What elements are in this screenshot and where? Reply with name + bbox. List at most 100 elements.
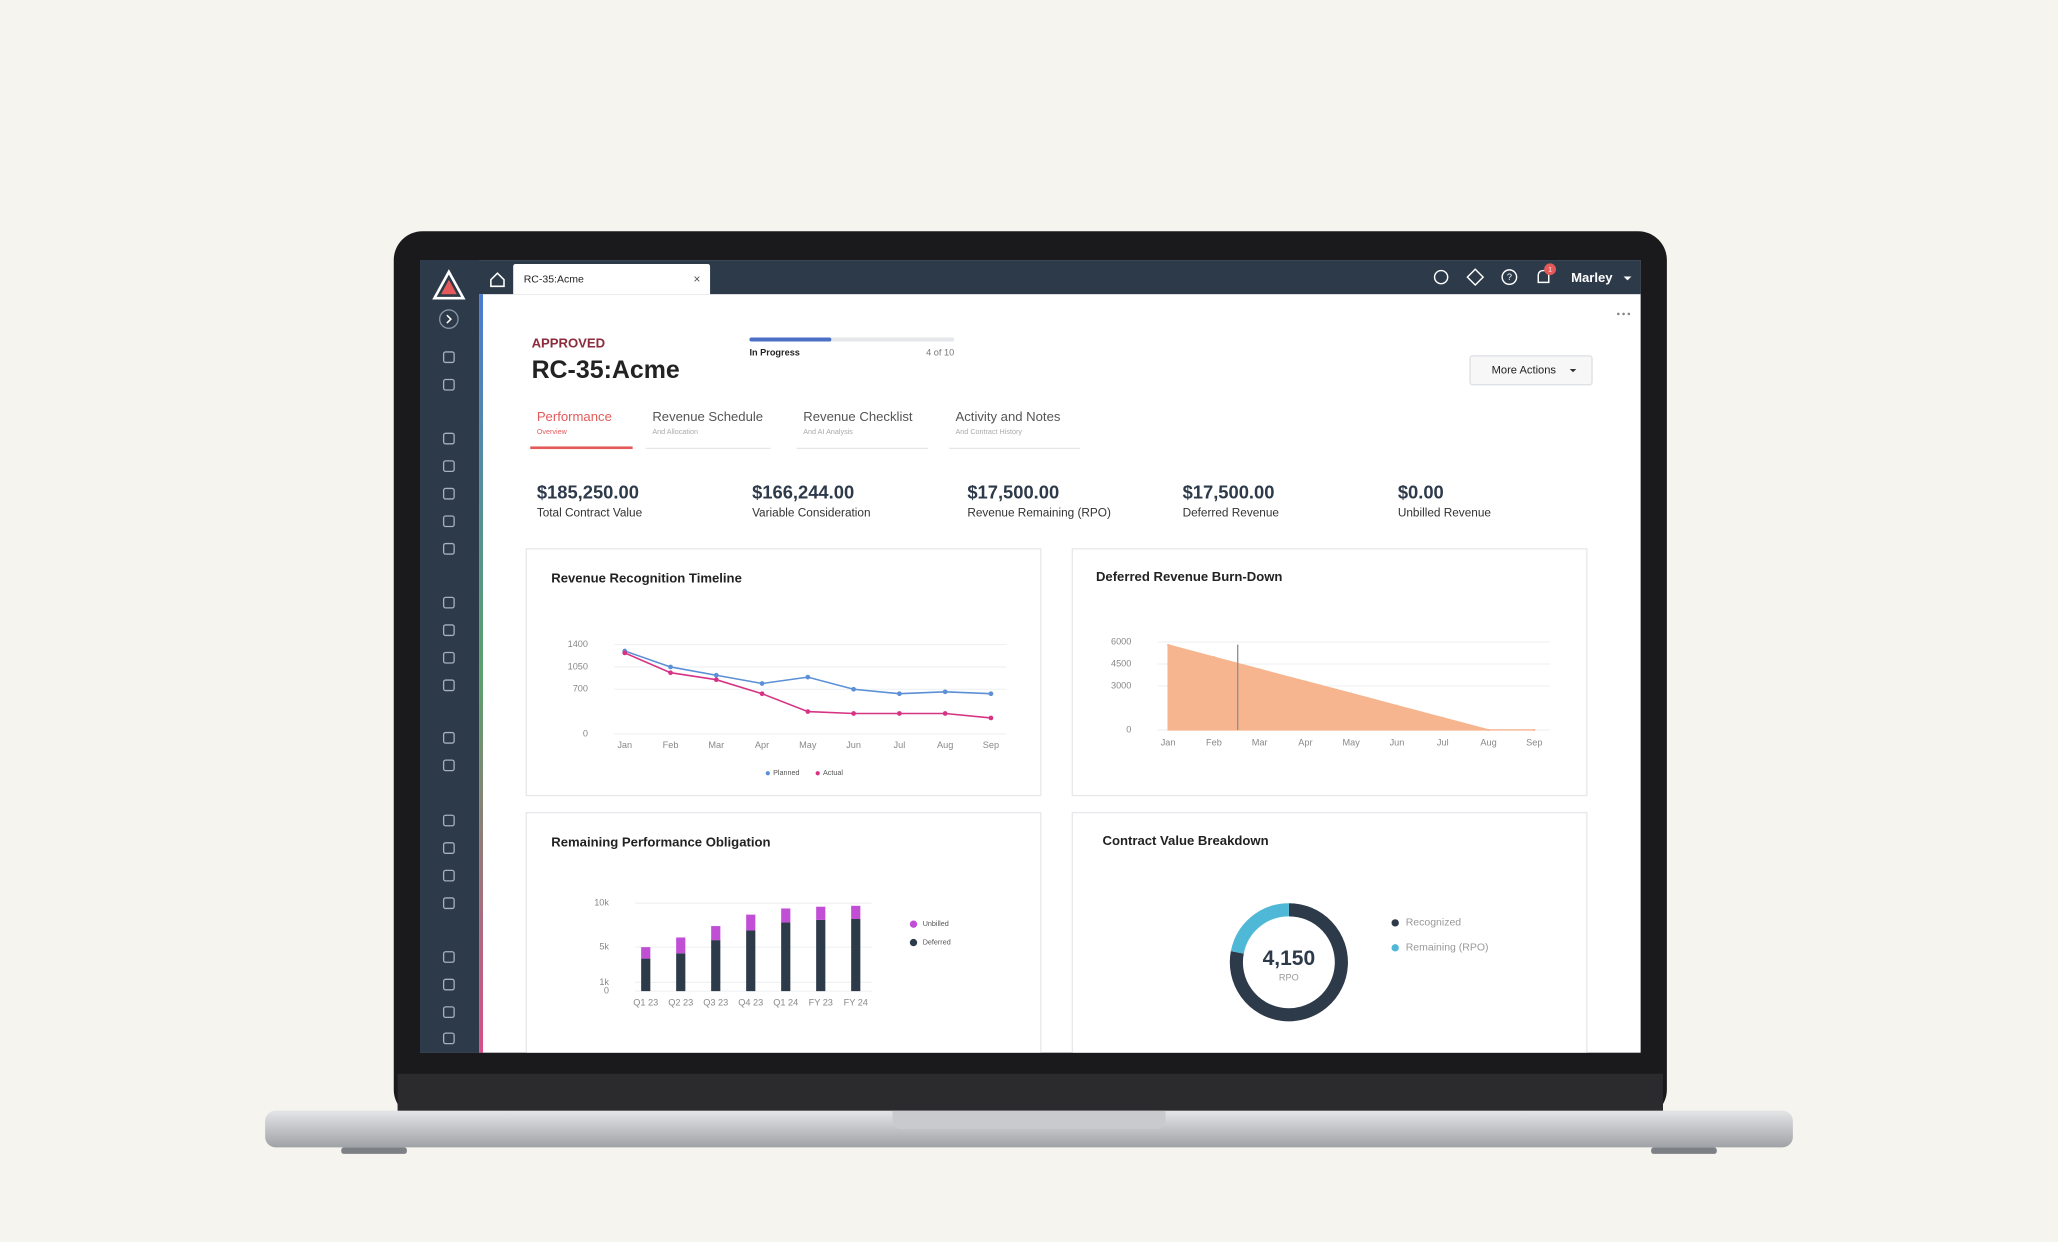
tab-title[interactable]: Revenue Checklist (803, 409, 913, 424)
x-tick-label: FY 23 (809, 997, 833, 1007)
logo[interactable] (432, 269, 466, 300)
kpi-value: $185,250.00 (537, 482, 639, 503)
nav-icon[interactable] (442, 951, 455, 963)
kpi-value: $166,244.00 (752, 482, 854, 503)
x-tick-label: Jul (894, 740, 906, 750)
kpi-label: Revenue Remaining (RPO) (967, 506, 1111, 520)
nav-icon[interactable] (442, 651, 455, 664)
legend-swatch[interactable] (1391, 919, 1399, 927)
x-tick-label: Apr (1298, 737, 1312, 747)
kpi-value: $0.00 (1398, 482, 1444, 503)
nav-icon[interactable] (442, 487, 455, 500)
point (897, 691, 902, 697)
point (1441, 716, 1444, 719)
x-tick-label: Apr (755, 740, 769, 750)
donut-center-label: RPO (1279, 972, 1299, 982)
bar-segment (851, 905, 861, 920)
kpi-value: $17,500.00 (967, 482, 1059, 503)
tab-subtitle: And Contract History (956, 427, 1023, 436)
nav-icon[interactable] (442, 842, 455, 854)
overflow-menu[interactable] (1617, 312, 1631, 316)
donut-center-value: 4,150 (1263, 947, 1316, 970)
user-menu[interactable]: Marley (1571, 270, 1613, 285)
nav-icon[interactable] (442, 378, 455, 391)
legend-swatch[interactable] (765, 771, 770, 776)
nav-icon[interactable] (442, 515, 455, 528)
nav-icon[interactable] (442, 731, 455, 744)
contract-title: RC-35:Acme (532, 356, 680, 384)
home-icon[interactable] (490, 272, 505, 288)
x-tick-label: Jun (846, 740, 861, 750)
y-tick-label: 700 (573, 684, 588, 694)
point (988, 715, 994, 721)
nav-icon[interactable] (442, 897, 455, 910)
nav-icon[interactable] (442, 351, 455, 364)
tab-close[interactable]: × (693, 272, 700, 286)
tab-title[interactable]: Revenue Schedule (652, 409, 763, 424)
chart-title: Remaining Performance Obligation (551, 834, 770, 849)
open-tab[interactable] (513, 264, 711, 295)
point (897, 711, 902, 716)
nav-icon[interactable] (442, 460, 455, 473)
nav-icon[interactable] (442, 978, 455, 991)
tab-subtitle: Overview (537, 427, 568, 436)
legend-label[interactable]: Recognized (1406, 917, 1462, 929)
nav-icon[interactable] (442, 1006, 455, 1019)
base-notch (892, 1110, 1166, 1129)
nav-icon[interactable] (442, 1032, 455, 1045)
accent-stripe (479, 294, 483, 1053)
legend-label[interactable]: Planned (773, 768, 799, 777)
legend-swatch[interactable] (1391, 944, 1399, 952)
legend-label[interactable]: Unbilled (923, 919, 949, 928)
tabs: Performance Overview Revenue Schedule And A… (530, 409, 1081, 450)
y-tick-label: 1k (599, 977, 609, 987)
tab-title[interactable]: Performance (537, 409, 612, 424)
point (1212, 656, 1215, 659)
nav-icon[interactable] (442, 759, 455, 772)
legend-label[interactable]: Remaining (RPO) (1406, 942, 1489, 954)
tab-label: RC-35:Acme (524, 274, 584, 286)
x-tick-label: Jun (1390, 737, 1405, 747)
ai-icon[interactable] (1466, 268, 1485, 287)
nav-icon[interactable] (442, 542, 455, 555)
kpi-label: Total Contract Value (537, 506, 643, 520)
point (668, 664, 673, 670)
tab-underline (796, 447, 928, 450)
legend-label[interactable]: Actual (823, 768, 843, 777)
y-tick-label: 3000 (1111, 680, 1131, 690)
nav-icon[interactable] (442, 432, 455, 445)
tab-underline (530, 446, 633, 450)
legend-swatch[interactable] (815, 771, 820, 776)
nav-icon[interactable] (442, 596, 455, 609)
tab-subtitle: And AI Analysis (803, 427, 853, 436)
bezel-chin-cover (397, 1052, 1663, 1074)
x-tick-label: Aug (1480, 737, 1496, 747)
nav-icon[interactable] (442, 869, 455, 882)
tab-title[interactable]: Activity and Notes (956, 409, 1061, 424)
caret (1623, 276, 1632, 281)
bar-segment (711, 926, 721, 941)
y-tick-label: 6000 (1111, 636, 1131, 646)
x-tick-label: Feb (663, 740, 679, 750)
bar-segment (676, 937, 686, 954)
more-actions-button[interactable] (1469, 355, 1593, 386)
charts: Revenue Recognition Timeline 0 700 1050 1400… (525, 548, 1588, 1059)
nav-icon[interactable] (442, 679, 455, 692)
legend-swatch[interactable] (909, 938, 918, 947)
bar-segment (746, 914, 756, 931)
x-tick-label: Feb (1206, 737, 1222, 747)
legend-label[interactable]: Deferred (923, 937, 951, 946)
nav-icon[interactable] (442, 814, 455, 827)
help-icon[interactable] (1501, 269, 1518, 286)
kpi-label: Unbilled Revenue (1398, 506, 1492, 520)
y-tick-label: 5k (599, 942, 609, 952)
legend-swatch[interactable] (909, 920, 918, 928)
donut-segment (1230, 903, 1290, 954)
progress-count: 4 of 10 (926, 348, 954, 358)
point (713, 677, 719, 683)
expand-button[interactable] (439, 309, 459, 329)
point (713, 672, 719, 678)
point (851, 711, 856, 716)
nav-icon[interactable] (442, 624, 455, 637)
palette-icon[interactable] (1433, 269, 1449, 285)
